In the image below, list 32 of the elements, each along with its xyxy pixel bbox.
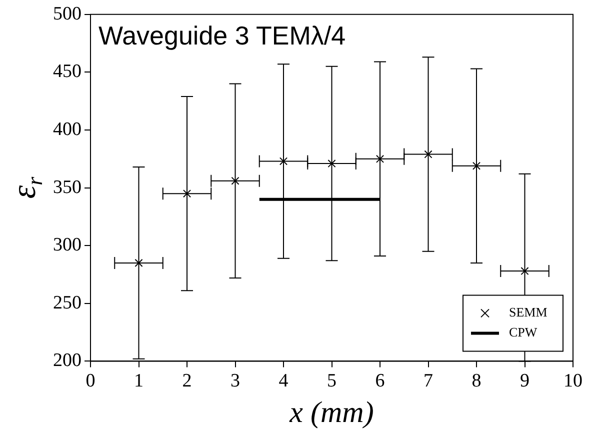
chart-title: Waveguide 3 TEMλ/4 <box>98 20 346 51</box>
y-tick-label: 300 <box>53 234 82 256</box>
point <box>279 157 288 166</box>
x-tick-label: 2 <box>182 370 192 392</box>
y-tick-label: 450 <box>53 61 82 82</box>
x-tick-label: 9 <box>520 370 530 392</box>
x-tick-label: 0 <box>86 370 96 392</box>
x-tick-label: 6 <box>375 370 385 392</box>
y-axis-title: εr <box>6 176 48 199</box>
x-tick-label: 5 <box>327 370 336 392</box>
point <box>472 162 481 170</box>
y-tick-label: 250 <box>53 292 82 314</box>
legend-label: CPW <box>509 324 538 340</box>
x-tick-label: 8 <box>472 370 482 392</box>
point <box>182 190 192 198</box>
x-tick-label: 10 <box>564 370 582 392</box>
point <box>134 258 143 267</box>
y-tick-label: 350 <box>53 176 82 198</box>
point <box>376 154 384 163</box>
point <box>328 159 336 168</box>
y-tick-label: 400 <box>53 118 82 140</box>
y-tick-label: 200 <box>53 350 82 372</box>
x-tick-label: 3 <box>230 370 240 392</box>
point <box>231 176 240 185</box>
point <box>424 150 432 158</box>
x-tick-label: 4 <box>278 370 289 392</box>
x-axis-title: x (mm) <box>288 396 374 429</box>
x-tick-label: 7 <box>424 370 433 392</box>
x-tick-label: 1 <box>134 370 144 392</box>
point <box>520 266 529 276</box>
legend-label: SEMM <box>509 304 548 320</box>
y-tick-label: 500 <box>53 3 82 24</box>
